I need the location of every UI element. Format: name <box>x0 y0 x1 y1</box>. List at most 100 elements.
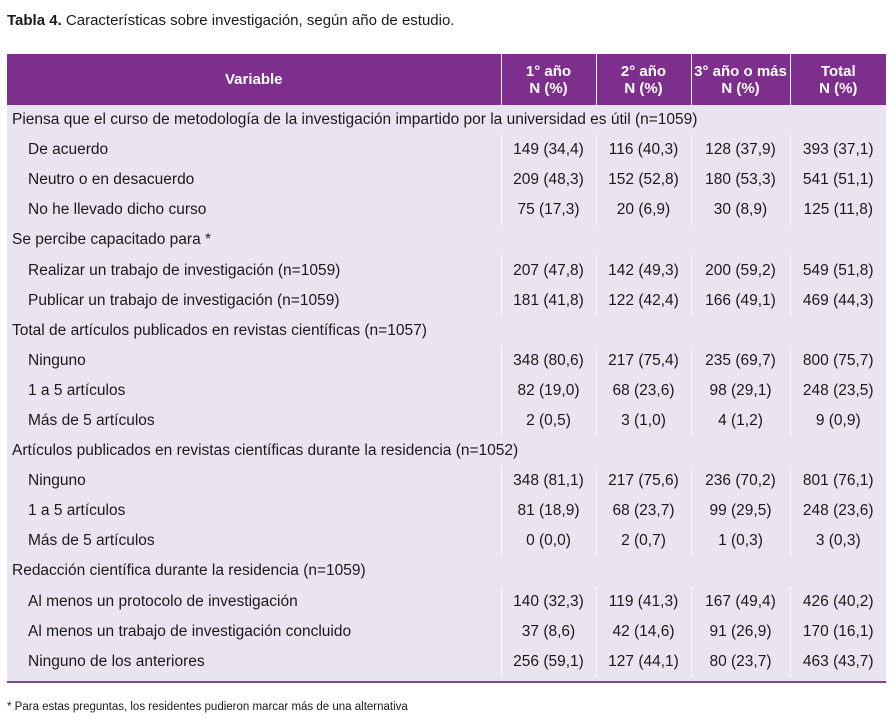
cell-year-1: 256 (59,1) <box>501 646 597 677</box>
column-header-total-unit: N (%) <box>819 79 858 97</box>
table-row: De acuerdo 149 (34,4) 116 (40,3) 128 (37,9)… <box>7 135 886 166</box>
row-label: Al menos un protocolo de investigación <box>7 586 502 617</box>
cell-year-1: 81 (18,9) <box>501 496 597 527</box>
column-header-total: Total N (%) <box>790 54 886 105</box>
row-label: Ninguno de los anteriores <box>7 646 502 677</box>
cell-year-3: 236 (70,2) <box>691 466 791 497</box>
cell-total: 9 (0,9) <box>815 411 861 429</box>
column-header-variable: Variable <box>7 54 502 105</box>
section-row: Total de artículos publicados en revista… <box>7 316 886 346</box>
row-label: 1 a 5 artículos <box>7 496 502 527</box>
table-row: 1 a 5 artículos 81 (18,9) 68 (23,7) 99 (29,… <box>7 496 886 527</box>
row-label: Neutro o en desacuerdo <box>7 165 502 196</box>
table-row: Más de 5 artículos 0 (0,0) 2 (0,7) 1 (0,3) 3… <box>7 526 886 557</box>
cell-total: 426 (40,2) <box>802 592 874 610</box>
row-label: Más de 5 artículos <box>7 405 502 437</box>
cell-total: 3 (0,3) <box>815 532 861 550</box>
cell-year-3: 128 (37,9) <box>691 135 791 166</box>
column-header-year-1: 1° año N (%) <box>501 54 597 105</box>
cell-total: 463 (43,7) <box>802 652 874 670</box>
data-table: Variable 1° año N (%) 2° año N (%) 3° añ… <box>7 54 886 677</box>
cell-year-2: 127 (44,1) <box>596 646 692 677</box>
column-header-year-3-unit: N (%) <box>721 79 760 97</box>
cell-year-3: 1 (0,3) <box>691 526 791 557</box>
cell-total: 469 (44,3) <box>802 291 874 309</box>
table-row: Neutro o en desacuerdo 209 (48,3) 152 (52,… <box>7 165 886 196</box>
table-row: Ninguno 348 (80,6) 217 (75,4) 235 (69,7) 800… <box>7 345 886 376</box>
cell-year-3: 4 (1,2) <box>691 405 791 437</box>
section-title: Redacción científica durante la residenc… <box>12 562 366 580</box>
section-title: Artículos publicados en revistas científ… <box>12 442 519 460</box>
cell-year-1: 348 (80,6) <box>501 345 597 376</box>
cell-year-3: 99 (29,5) <box>691 496 791 527</box>
cell-year-3: 91 (26,9) <box>691 616 791 647</box>
table-body: Piensa que el curso de metodología de la… <box>7 105 886 677</box>
cell-year-3: 235 (69,7) <box>691 345 791 376</box>
row-label: 1 a 5 artículos <box>7 375 502 406</box>
table-row: Ninguno de los anteriores 256 (59,1) 127 (… <box>7 646 886 677</box>
cell-total: 248 (23,6) <box>802 502 874 520</box>
row-label: Al menos un trabajo de investigación con… <box>7 616 502 647</box>
cell-year-3: 80 (23,7) <box>691 646 791 677</box>
table-row: Realizar un trabajo de investigación (n=… <box>7 255 886 286</box>
cell-year-1: 37 (8,6) <box>501 616 597 647</box>
cell-year-3: 167 (49,4) <box>691 586 791 617</box>
cell-year-1: 2 (0,5) <box>501 405 597 437</box>
table-row: Al menos un protocolo de investigación 14… <box>7 586 886 617</box>
section-title: Piensa que el curso de metodología de la… <box>12 111 698 129</box>
row-label: Más de 5 artículos <box>7 526 502 557</box>
cell-year-3: 180 (53,3) <box>691 165 791 196</box>
table-row: Publicar un trabajo de investigación (n=… <box>7 285 886 316</box>
section-title: Se percibe capacitado para * <box>12 231 212 249</box>
cell-year-1: 0 (0,0) <box>501 526 597 557</box>
cell-total: 549 (51,8) <box>802 261 874 279</box>
cell-year-1: 149 (34,4) <box>501 135 597 166</box>
row-label: Ninguno <box>7 466 502 497</box>
cell-year-2: 42 (14,6) <box>596 616 692 647</box>
cell-total: 170 (16,1) <box>802 622 874 640</box>
column-header-total-title: Total <box>820 62 856 80</box>
section-row: Piensa que el curso de metodología de la… <box>7 105 886 135</box>
cell-year-1: 181 (41,8) <box>501 285 597 316</box>
cell-year-2: 116 (40,3) <box>596 135 692 166</box>
cell-year-2: 20 (6,9) <box>596 195 692 226</box>
cell-total: 541 (51,1) <box>802 171 874 189</box>
table-caption: Tabla 4. Características sobre investiga… <box>7 12 454 30</box>
cell-year-2: 2 (0,7) <box>596 526 692 557</box>
cell-year-3: 30 (8,9) <box>691 195 791 226</box>
row-label: Realizar un trabajo de investigación (n=… <box>7 255 502 286</box>
section-row: Artículos publicados en revistas científ… <box>7 436 886 466</box>
column-header-year-3: 3° año o más N (%) <box>691 54 791 105</box>
cell-year-1: 207 (47,8) <box>501 255 597 286</box>
section-title: Total de artículos publicados en revista… <box>12 321 427 339</box>
table-caption-text: Características sobre investigación, seg… <box>61 12 455 29</box>
cell-year-3: 166 (49,1) <box>691 285 791 316</box>
column-header-year-1-unit: N (%) <box>529 79 568 97</box>
cell-year-2: 217 (75,4) <box>596 345 692 376</box>
cell-year-2: 119 (41,3) <box>596 586 692 617</box>
data-table-container: Variable 1° año N (%) 2° año N (%) 3° añ… <box>7 54 886 683</box>
cell-year-2: 3 (1,0) <box>596 405 692 437</box>
row-label: Ninguno <box>7 345 502 376</box>
table-row: 1 a 5 artículos 82 (19,0) 68 (23,6) 98 (29,… <box>7 375 886 406</box>
table-footnote: * Para estas preguntas, los residentes p… <box>7 701 408 713</box>
cell-year-2: 152 (52,8) <box>596 165 692 196</box>
cell-year-1: 140 (32,3) <box>501 586 597 617</box>
cell-year-2: 68 (23,6) <box>596 375 692 406</box>
column-header-year-1-title: 1° año <box>525 62 572 80</box>
cell-year-2: 68 (23,7) <box>596 496 692 527</box>
table-row: Al menos un trabajo de investigación con… <box>7 616 886 647</box>
cell-total: 248 (23,5) <box>802 381 874 399</box>
cell-year-1: 209 (48,3) <box>501 165 597 196</box>
cell-year-3: 200 (59,2) <box>691 255 791 286</box>
cell-total: 125 (11,8) <box>803 201 873 219</box>
table-row: Ninguno 348 (81,1) 217 (75,6) 236 (70,2) 801… <box>7 466 886 497</box>
cell-year-1: 348 (81,1) <box>501 466 597 497</box>
cell-year-3: 98 (29,1) <box>691 375 791 406</box>
table-row: Más de 5 artículos 2 (0,5) 3 (1,0) 4 (1,2) 9… <box>7 405 886 437</box>
column-header-year-2-title: 2° año <box>620 62 667 80</box>
table-caption-label: Tabla 4. <box>7 12 62 29</box>
cell-total: 393 (37,1) <box>802 141 874 159</box>
column-header-year-3-title: 3° año o más <box>694 62 787 80</box>
table-header-row: Variable 1° año N (%) 2° año N (%) 3° añ… <box>7 54 886 105</box>
